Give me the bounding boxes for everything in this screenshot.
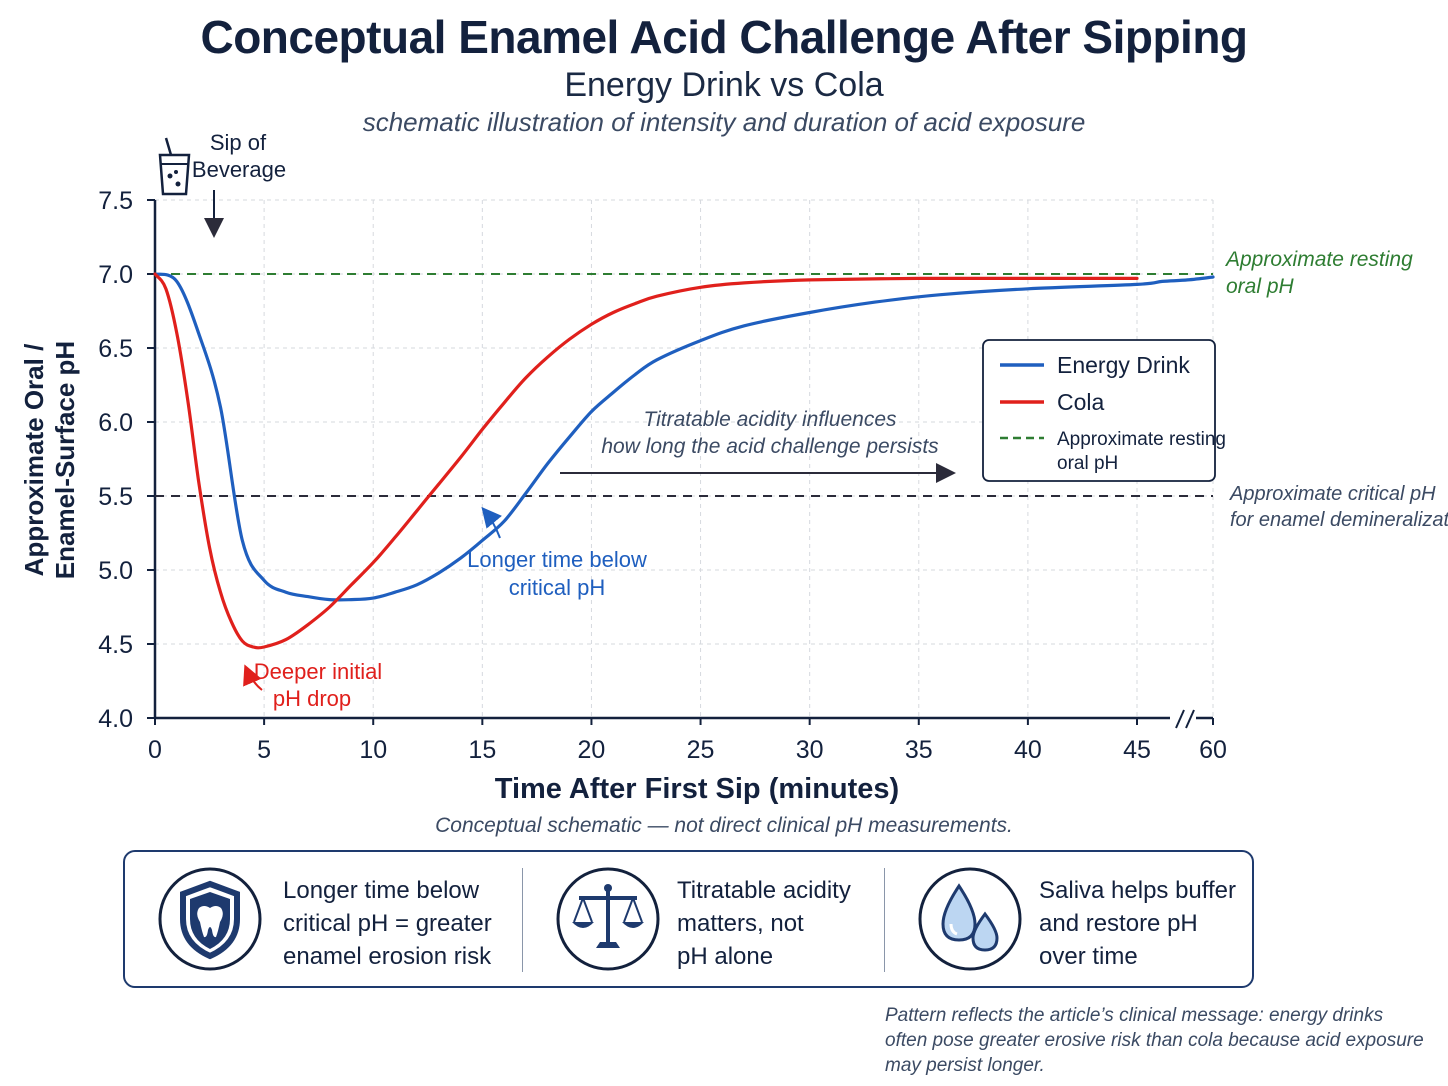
page-title: Conceptual Enamel Acid Challenge After S…: [200, 11, 1248, 63]
cola-drop-label: pH drop: [273, 686, 351, 711]
y-tick-label: 6.5: [98, 335, 133, 363]
cola-drop-arrow: [243, 664, 263, 691]
axis-break-mark: [1185, 709, 1195, 729]
critical-ph-label: Approximate critical pH: [1229, 483, 1436, 505]
x-tick-label: 40: [1014, 736, 1042, 764]
info-text-line: matters, not: [677, 910, 804, 937]
resting-ph-label: oral pH: [1226, 275, 1295, 298]
info-panel: Longer time below critical pH = greater …: [123, 850, 1254, 988]
info-text-line: Saliva helps buffer: [1039, 877, 1237, 904]
sip-label: Beverage: [192, 157, 286, 182]
info-divider: [522, 868, 523, 972]
titratable-label: Titratable acidity influences: [643, 408, 897, 431]
page-subtitle: Energy Drink vs Cola: [564, 66, 884, 104]
legend-label-energy-drink: Energy Drink: [1057, 352, 1190, 378]
x-tick-label: 15: [468, 736, 496, 764]
info-text-line: Titratable acidity: [677, 877, 851, 904]
tooth-shield-icon: [158, 867, 262, 971]
axis-break-mark: [1175, 709, 1185, 729]
y-tick-label: 7.0: [98, 261, 133, 289]
series-line-energy-drink: [153, 272, 1215, 602]
resting-ph-label: Approximate resting: [1224, 248, 1413, 271]
x-tick-label: 30: [796, 736, 824, 764]
x-tick-label: 60: [1199, 736, 1227, 764]
x-tick-label: 10: [359, 736, 387, 764]
legend-label-cola: Cola: [1057, 389, 1105, 415]
info-item-erosion-risk: Longer time below critical pH = greater …: [155, 852, 515, 986]
series-line-cola: [153, 272, 1139, 650]
critical-ph-label: for enamel demineralization: [1230, 509, 1448, 531]
x-tick-label: 25: [687, 736, 715, 764]
x-tick-label: 5: [257, 736, 271, 764]
info-divider: [884, 868, 885, 972]
titratable-label: how long the acid challenge persists: [601, 435, 939, 458]
info-text-line: enamel erosion risk: [283, 943, 492, 970]
saliva-drops-icon: [918, 867, 1022, 971]
x-tick-label: 20: [578, 736, 606, 764]
info-text-line: critical pH = greater: [283, 910, 492, 937]
y-tick-label: 4.0: [98, 705, 133, 733]
x-tick-label: 0: [148, 736, 162, 764]
y-axis-title: Approximate Oral /Enamel-Surface pH: [19, 341, 80, 579]
legend-label-resting-ph: Approximate resting: [1057, 429, 1226, 450]
y-tick-label: 4.5: [98, 631, 133, 659]
y-tick-label: 7.5: [98, 187, 133, 215]
x-tick-label: 35: [905, 736, 933, 764]
x-axis-title: Time After First Sip (minutes): [495, 773, 899, 805]
y-axis-title-line: Approximate Oral /: [19, 344, 49, 577]
info-text-line: and restore pH: [1039, 910, 1198, 937]
balance-scale-icon: [556, 867, 660, 971]
energy-time-label: critical pH: [509, 575, 606, 600]
legend-label-resting-ph: oral pH: [1057, 453, 1118, 474]
energy-time-label: Longer time below: [467, 547, 647, 572]
y-axis-title-line: Enamel-Surface pH: [50, 341, 80, 579]
schematic-note: Conceptual schematic — not direct clinic…: [435, 814, 1013, 837]
y-tick-label: 6.0: [98, 409, 133, 437]
sip-label: Sip of: [210, 130, 267, 155]
x-tick-label: 45: [1123, 736, 1151, 764]
y-tick-label: 5.0: [98, 557, 133, 585]
info-text-line: over time: [1039, 943, 1138, 970]
info-text-line: Longer time below: [283, 877, 480, 904]
energy-time-arrow: [481, 506, 502, 539]
info-text-line: pH alone: [677, 943, 774, 970]
page-caption: schematic illustration of intensity and …: [362, 107, 1086, 137]
info-item-saliva: Saliva helps buffer and restore pH over …: [915, 852, 1245, 986]
footnote: Pattern reflects the article’s clinical …: [885, 1005, 1424, 1076]
legend-box: [982, 339, 1216, 482]
y-tick-label: 5.5: [98, 483, 133, 511]
cola-drop-label: Deeper initial: [254, 659, 382, 684]
beverage-cup-icon: [158, 137, 191, 196]
info-item-titratable-acidity: Titratable acidity matters, not pH alone: [553, 852, 883, 986]
